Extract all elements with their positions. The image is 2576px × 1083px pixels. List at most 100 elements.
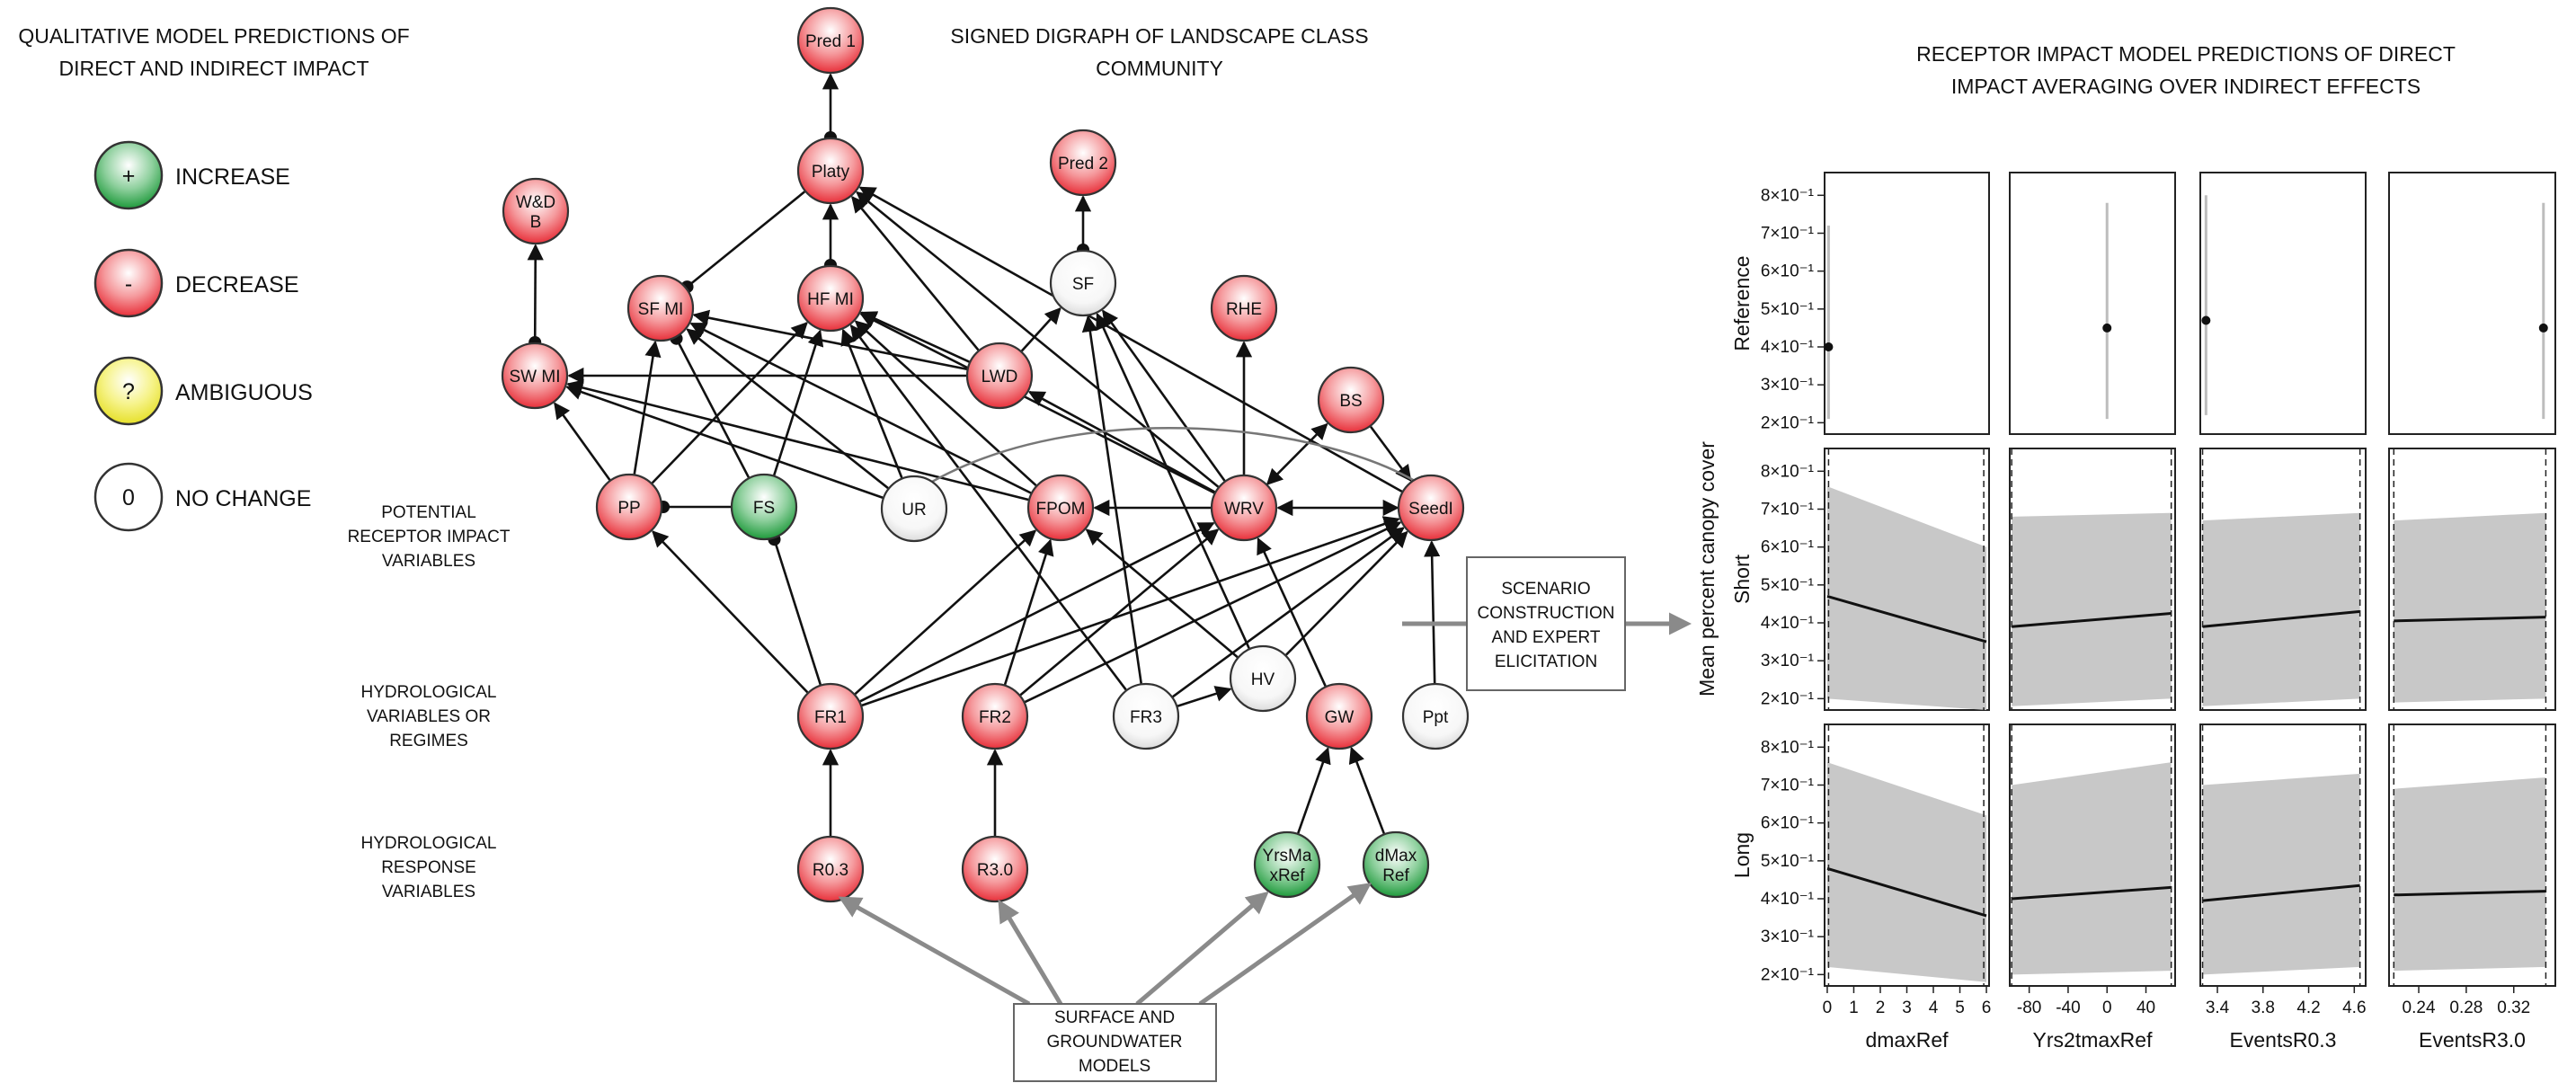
edge-fr1-fpom [854, 529, 1037, 696]
x-tick-label: 3 [1902, 999, 1912, 1017]
long-ribbon-1 [1826, 762, 1987, 982]
edge-ppt-seedl [1424, 540, 1441, 684]
node-gw: GW [1305, 682, 1373, 750]
chart-y-axis-title: Mean percent canopy cover [1695, 441, 1719, 697]
digraph-nodes: Pred 1 Pred 2 Platy W&DB SF MI HF MI SF RHE SW M… [501, 6, 1470, 903]
edge-fpom-hfmi [854, 320, 1037, 487]
edge-hv-fpom [1085, 528, 1239, 659]
x-tick-label: 0.28 [2449, 999, 2483, 1017]
reference-point-1 [1824, 342, 1834, 351]
header-right-line-1: RECEPTOR IMPACT MODEL PREDICTIONS OF DIR… [1916, 42, 2456, 66]
node-platy-label: Platy [812, 163, 850, 182]
node-ppt-circle [1401, 682, 1470, 750]
node-rhe-circle [1210, 274, 1278, 342]
legend-label-ambiguous: AMBIGUOUS [175, 380, 313, 405]
node-pred2-label: Pred 2 [1058, 155, 1108, 173]
x-tick-label: 5 [1955, 999, 1965, 1017]
side-label-receptor: POTENTIAL RECEPTOR IMPACT VARIABLES [348, 503, 511, 571]
node-dmax-label: Ref [1382, 866, 1409, 885]
arrow-models-r30 [998, 899, 1063, 1006]
row-label-long: Long [1730, 832, 1754, 878]
edge-fpom-swmi [566, 379, 1029, 502]
node-ppt-label: Ppt [1423, 708, 1449, 727]
y-tick-label: 2×10⁻¹ [1761, 413, 1814, 432]
node-lwd-label: LWD [982, 368, 1018, 386]
header-left-line-2: DIRECT AND INDIRECT IMPACT [58, 57, 369, 80]
long-line-2 [2012, 885, 2172, 901]
short-line-4 [2394, 616, 2546, 623]
node-dmax-circle [1362, 830, 1430, 899]
node-pred2-circle [1049, 129, 1117, 197]
edge-wrv-platy [856, 191, 1220, 488]
legend-symbol-nochange: 0 [122, 485, 135, 510]
node-rhe: RHE [1210, 274, 1278, 342]
edge-fr3-hv [1177, 686, 1232, 707]
edge-fr2-fpom [1003, 538, 1054, 686]
node-pred2: Pred 2 [1049, 129, 1117, 197]
node-fpom: FPOM [1026, 474, 1095, 542]
side-label-hydro-vars-line-1: HYDROLOGICAL [361, 683, 497, 702]
node-fr3-circle [1112, 682, 1180, 750]
header-middle-line-1: SIGNED DIGRAPH OF LANDSCAPE CLASS [950, 24, 1368, 48]
side-label-hydro-vars-line-3: REGIMES [389, 732, 468, 750]
y-tick-label: 5×10⁻¹ [1761, 300, 1814, 319]
node-pred1: Pred 1 [796, 6, 865, 75]
node-hfmi: HF MI [796, 264, 865, 333]
panel-reference-1 [1824, 172, 1990, 435]
x-tick-label: 4 [1929, 999, 1939, 1017]
edge-fr1-wrv [859, 521, 1215, 703]
arrow-models-r03 [838, 896, 1031, 1007]
long-ribbon-4 [2394, 777, 2546, 972]
edge-platy-sfmi [680, 191, 806, 294]
panel-reference-3 [2199, 172, 2367, 435]
y-tick-label: 4×10⁻¹ [1761, 890, 1814, 909]
short-ribbon-3 [2202, 512, 2360, 706]
short-ribbon-2 [2012, 512, 2172, 706]
node-pp-label: PP [617, 499, 640, 518]
node-swmi: SW MI [501, 342, 569, 410]
edge-pp-hfmi [651, 322, 808, 484]
node-swmi-circle [501, 342, 569, 410]
edge-fpom-sfmi [689, 322, 1032, 494]
node-fs: FS [730, 473, 798, 541]
row-label-short: Short [1730, 554, 1754, 604]
edge-fr2-seedl [1024, 521, 1402, 704]
node-sfmi-label: SF MI [638, 300, 684, 319]
node-fs-label: FS [753, 499, 775, 518]
x-axis-title-4: EventsR3.0 [2419, 1028, 2526, 1052]
header-right: RECEPTOR IMPACT MODEL PREDICTIONS OF DIR… [1916, 42, 2456, 98]
node-seedl-label: SeedI [1408, 500, 1453, 519]
ambiguous-symbol-icon [93, 356, 164, 426]
legend: + INCREASE - DECREASE ? AMBIGUOUS 0 NO C… [93, 140, 313, 532]
y-tick-label: 6×10⁻¹ [1761, 538, 1814, 557]
surface-box-line-1: SURFACE AND [1054, 1008, 1175, 1027]
y-tick-label: 4×10⁻¹ [1761, 338, 1814, 357]
long-line-4 [2394, 890, 2546, 897]
edge-fr1-fs [768, 533, 822, 686]
legend-item-nochange: 0 NO CHANGE [93, 462, 311, 532]
x-tick-label: 40 [2136, 999, 2155, 1017]
node-hfmi-label: HF MI [807, 290, 854, 309]
edge-fr3-hfmi [849, 324, 1127, 691]
node-hfmi-circle [796, 264, 865, 333]
short-line-3 [2202, 609, 2360, 628]
long-ribbon-2 [2012, 762, 2172, 975]
scenario-box: SCENARIO CONSTRUCTION AND EXPERT ELICITA… [1466, 556, 1626, 691]
digraph-edges [527, 73, 1441, 836]
reference-point-2 [2102, 323, 2112, 333]
node-fr2-circle [961, 682, 1029, 750]
side-label-hydro-resp-line-1: HYDROLOGICAL [361, 834, 497, 853]
header-left: QUALITATIVE MODEL PREDICTIONS OF DIRECT … [18, 24, 409, 80]
x-axis-title-1: dmaxRef [1865, 1028, 1949, 1052]
edge-fr2-wrv [1019, 528, 1220, 697]
legend-item-decrease: - DECREASE [93, 248, 299, 318]
header-middle: SIGNED DIGRAPH OF LANDSCAPE CLASS COMMUN… [950, 24, 1368, 80]
decrease-symbol-icon [93, 248, 164, 318]
edge-ur-swmi [565, 384, 884, 499]
edge-fs-hfmi [773, 329, 824, 476]
edge-ur-seedl [925, 427, 1431, 492]
node-fs-circle [730, 473, 798, 541]
edge-wrv-hfmi [859, 313, 1215, 494]
side-label-hydro-resp: HYDROLOGICAL RESPONSE VARIABLES [361, 834, 497, 901]
